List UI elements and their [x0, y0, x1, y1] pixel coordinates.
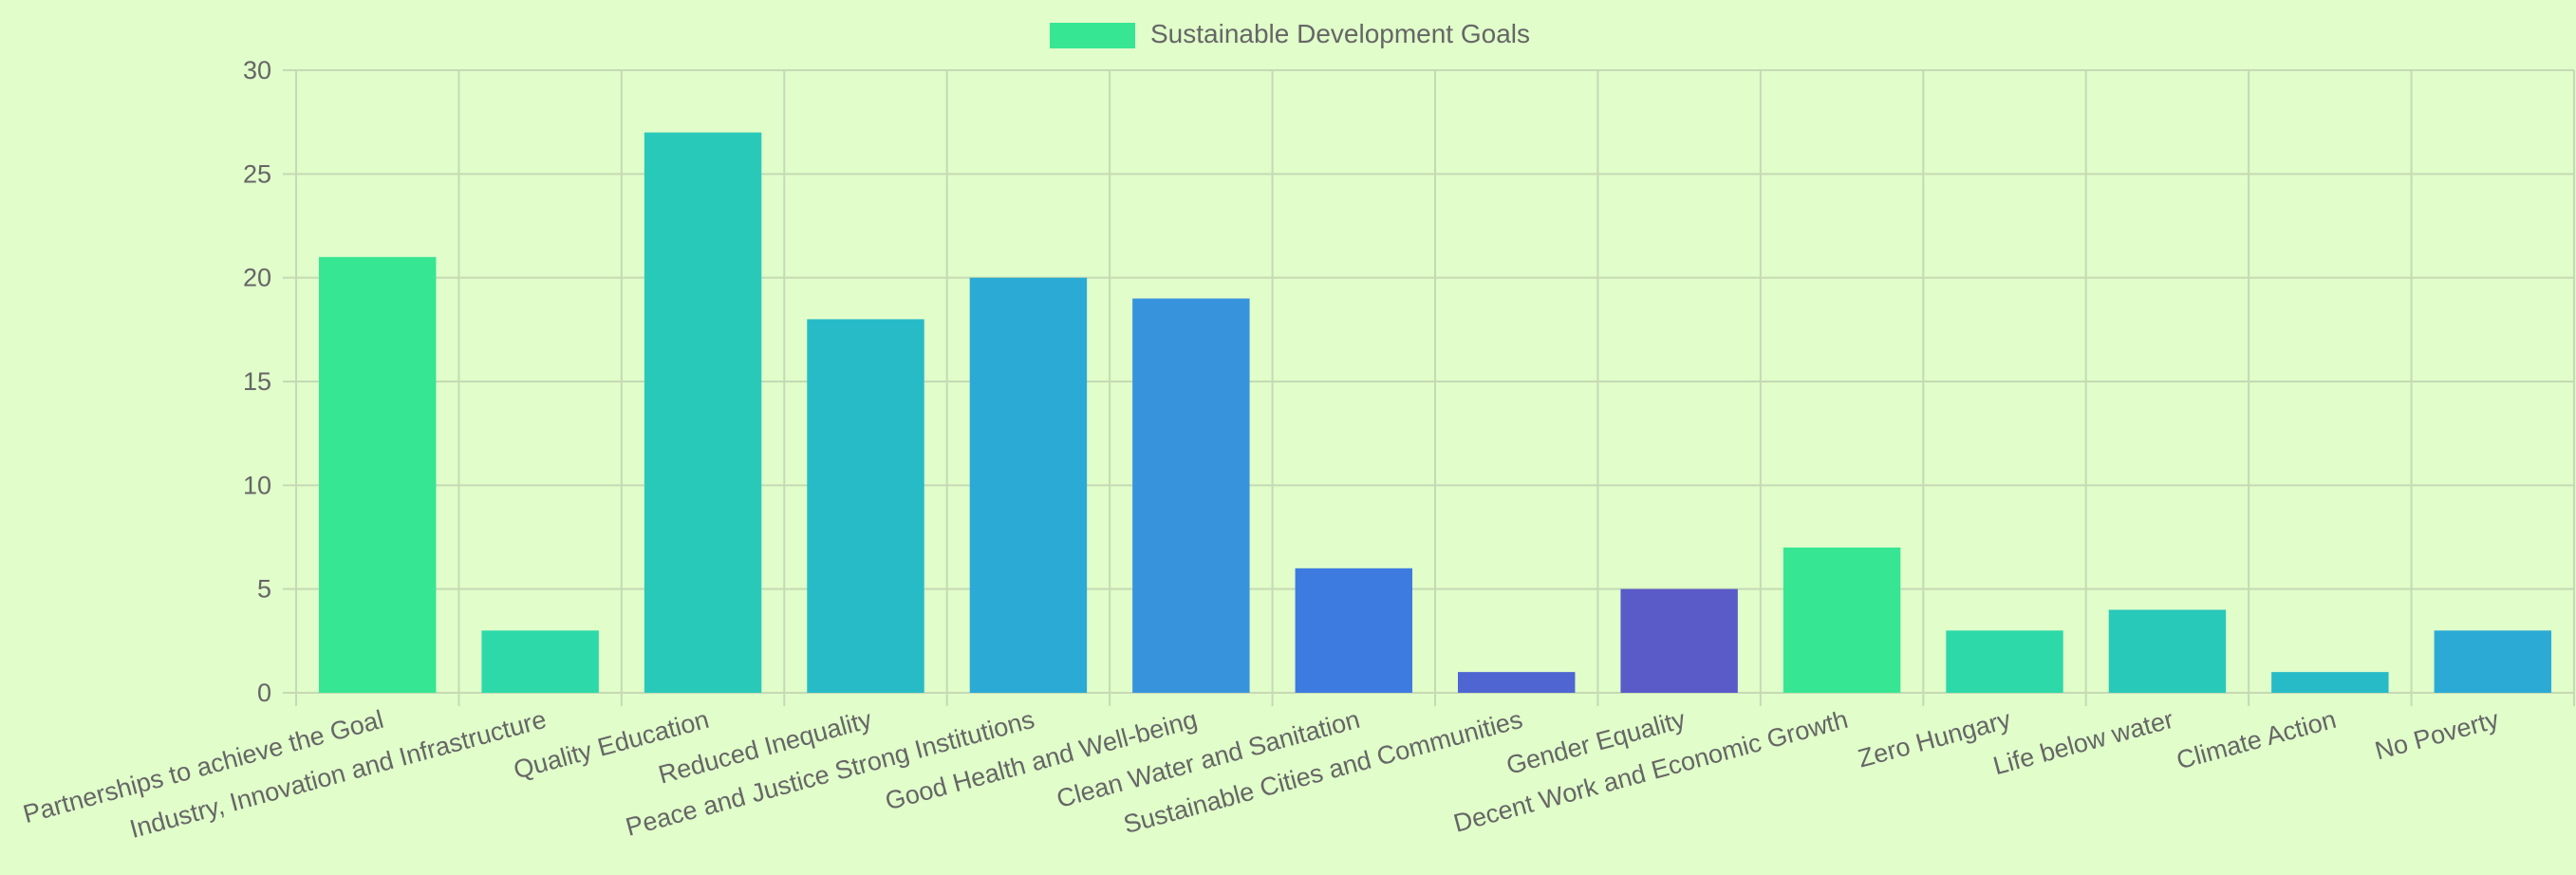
bar[interactable]: [1946, 630, 2063, 693]
bar[interactable]: [2434, 630, 2551, 693]
bar[interactable]: [2271, 672, 2389, 693]
bar[interactable]: [644, 132, 762, 694]
bar[interactable]: [1132, 298, 1250, 693]
y-tick-label: 30: [243, 56, 271, 84]
bar[interactable]: [2108, 609, 2227, 693]
y-tick-label: 15: [243, 367, 271, 396]
bars: [319, 132, 2551, 694]
bar[interactable]: [481, 630, 599, 693]
bar[interactable]: [319, 256, 437, 693]
y-tick-label: 0: [257, 679, 271, 707]
bar[interactable]: [969, 277, 1088, 693]
legend-swatch: [1050, 23, 1135, 48]
y-tick-label: 5: [257, 575, 271, 604]
y-tick-label: 10: [243, 471, 271, 499]
bar[interactable]: [1620, 588, 1738, 693]
y-tick-label: 20: [243, 264, 271, 292]
y-tick-label: 25: [243, 159, 271, 188]
bar[interactable]: [1458, 672, 1576, 693]
bar[interactable]: [1783, 547, 1901, 693]
bar[interactable]: [1295, 568, 1412, 693]
y-axis-ticks: 0 5 10 15 20 25 30: [243, 56, 271, 707]
bar[interactable]: [807, 319, 924, 693]
legend-label: Sustainable Development Goals: [1150, 19, 1530, 48]
legend[interactable]: Sustainable Development Goals: [1050, 19, 1530, 48]
